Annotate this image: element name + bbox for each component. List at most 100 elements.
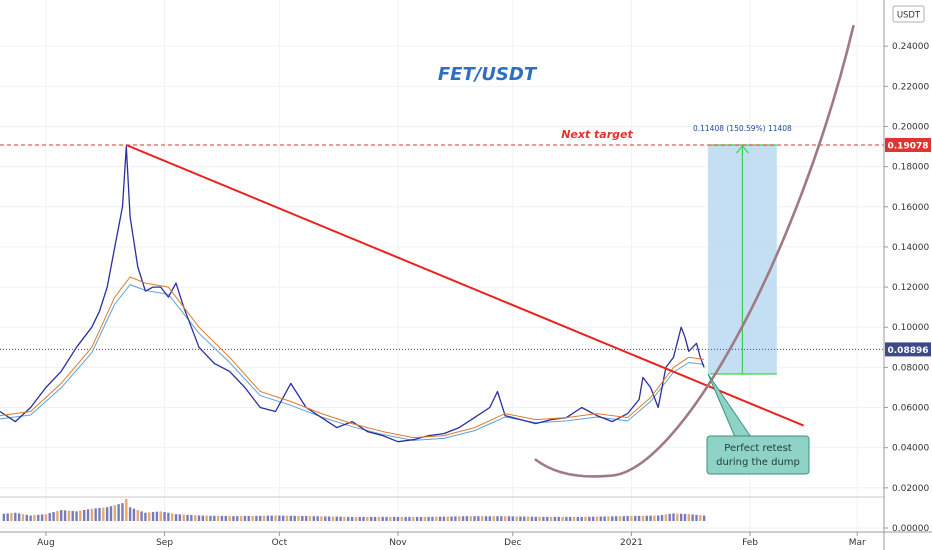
volume-bar — [2, 513, 6, 521]
time-axis[interactable]: Aug Sep Oct Nov Dec 2021 Feb Mar — [0, 531, 932, 548]
volume-bar — [236, 516, 239, 521]
volume-bar — [56, 511, 59, 521]
volume-bar — [128, 507, 132, 521]
volume-bar — [496, 516, 499, 521]
y-tick-label: 0.08000 — [892, 363, 929, 373]
volume-bar — [182, 514, 185, 521]
volume-panel — [2, 499, 706, 521]
volume-bar — [435, 516, 438, 521]
volume-bar — [519, 516, 522, 521]
volume-bar — [607, 516, 610, 521]
volume-bar — [60, 510, 63, 521]
volume-bar — [480, 516, 484, 521]
chart-title: FET/USDT — [438, 64, 538, 85]
volume-bar — [144, 512, 147, 521]
volume-bar — [454, 516, 457, 521]
volume-bar — [523, 516, 526, 521]
descending-trendline — [125, 144, 805, 427]
volume-bar — [358, 516, 361, 521]
currency-badge[interactable] — [892, 5, 925, 23]
volume-bar — [668, 513, 671, 521]
volume-bar — [209, 515, 212, 521]
volume-bar — [213, 515, 216, 521]
volume-bar — [262, 515, 266, 521]
note-line-1: Perfect retest — [724, 443, 792, 454]
volume-bar — [572, 516, 576, 521]
volume-bar — [21, 514, 25, 521]
volume-bar — [224, 515, 227, 521]
volume-bar — [530, 516, 534, 521]
volume-bar — [412, 516, 415, 521]
volume-bar — [538, 516, 541, 521]
volume-bar — [389, 516, 392, 521]
volume-bar — [626, 516, 629, 521]
volume-bar — [595, 516, 599, 521]
volume-bar — [14, 512, 17, 521]
volume-bar — [167, 512, 170, 521]
volume-bar — [526, 516, 530, 521]
volume-bar — [308, 516, 312, 521]
volume-bar — [603, 516, 606, 521]
next-target-label: Next target — [561, 128, 633, 141]
volume-bar — [33, 515, 36, 521]
target-price-badge — [885, 137, 931, 152]
y-tick-label: 0.22000 — [892, 82, 929, 92]
volume-bar — [396, 516, 400, 521]
volume-bar — [576, 516, 580, 521]
volume-bar — [44, 514, 48, 521]
volume-bar — [561, 516, 564, 521]
volume-bar — [400, 516, 404, 521]
volume-bar — [542, 516, 545, 521]
volume-bar — [109, 506, 113, 521]
volume-bar — [17, 513, 21, 521]
volume-bar — [324, 516, 327, 521]
y-tick-label: 0.10000 — [892, 323, 929, 333]
volume-bar — [174, 514, 178, 521]
y-tick-label: 0.20000 — [892, 122, 929, 132]
current-price-label: 0.08896 — [888, 346, 929, 356]
volume-bar — [52, 512, 55, 521]
volume-bar — [488, 516, 492, 521]
volume-bar — [549, 516, 553, 521]
volume-bar — [473, 516, 476, 521]
volume-bar — [415, 516, 419, 521]
volume-bar — [404, 516, 407, 521]
measure-label: 0.11408 (150.59%) 11408 — [693, 124, 792, 133]
volume-bar — [649, 515, 652, 521]
volume-bar — [458, 516, 461, 521]
volume-bar — [90, 508, 94, 521]
y-tick-label: 0.02000 — [892, 484, 929, 494]
volume-bar — [301, 515, 304, 521]
volume-bar — [121, 503, 124, 521]
volume-bar — [419, 516, 423, 521]
volume-bar — [580, 516, 583, 521]
volume-bar — [216, 515, 220, 521]
volume-bar — [40, 514, 44, 521]
volume-bar — [113, 505, 117, 521]
y-tick-label: 0.06000 — [892, 404, 929, 414]
volume-bar — [37, 514, 40, 521]
volume-bar — [82, 510, 86, 521]
volume-bar — [331, 516, 335, 521]
x-tick-label: Sep — [156, 538, 173, 548]
volume-bar — [676, 513, 679, 521]
volume-bar — [366, 516, 369, 521]
volume-bar — [163, 512, 166, 521]
target-price-label: 0.19078 — [888, 141, 929, 151]
price-axis[interactable]: 0.24000 0.22000 0.20000 0.18000 0.16000 0.140… — [883, 0, 931, 550]
volume-bar — [591, 516, 595, 521]
volume-bar — [557, 516, 560, 521]
y-tick-label: 0.14000 — [892, 243, 929, 253]
volume-bar — [243, 516, 247, 521]
volume-bar — [10, 513, 13, 521]
volume-bar — [186, 514, 189, 521]
current-price-badge — [885, 342, 931, 357]
volume-bar — [446, 516, 449, 521]
volume-bar — [151, 512, 155, 521]
volume-bar — [285, 515, 289, 521]
price-series — [0, 145, 705, 443]
volume-bar — [304, 516, 308, 521]
volume-bar — [266, 515, 270, 521]
volume-bar — [297, 515, 300, 521]
volume-bar — [599, 516, 603, 521]
